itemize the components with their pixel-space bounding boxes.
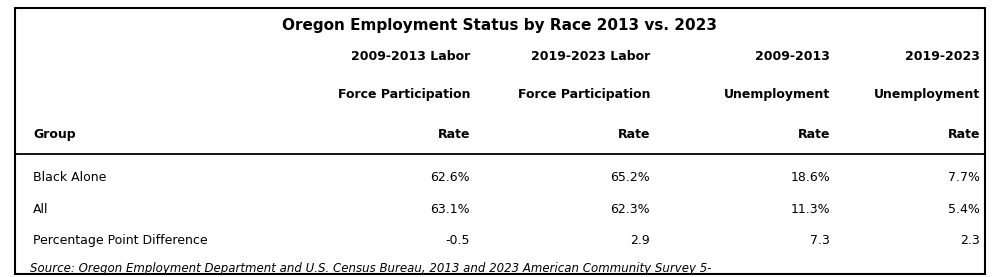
Text: 65.2%: 65.2% <box>610 171 650 184</box>
Text: 7.7%: 7.7% <box>948 171 980 184</box>
Text: Rate: Rate <box>948 128 980 141</box>
Text: 2019-2023 Labor: 2019-2023 Labor <box>531 50 650 63</box>
Text: -0.5: -0.5 <box>446 235 470 247</box>
Text: 11.3%: 11.3% <box>790 203 830 216</box>
Text: Rate: Rate <box>798 128 830 141</box>
Text: 63.1%: 63.1% <box>430 203 470 216</box>
Text: Source: Oregon Employment Department and U.S. Census Bureau, 2013 and 2023 Ameri: Source: Oregon Employment Department and… <box>30 262 712 275</box>
Text: 2.3: 2.3 <box>960 235 980 247</box>
Text: 2.9: 2.9 <box>630 235 650 247</box>
Text: 7.3: 7.3 <box>810 235 830 247</box>
Text: Rate: Rate <box>618 128 650 141</box>
Text: Black Alone: Black Alone <box>33 171 106 184</box>
Text: 5.4%: 5.4% <box>948 203 980 216</box>
Text: 18.6%: 18.6% <box>790 171 830 184</box>
Text: 62.3%: 62.3% <box>610 203 650 216</box>
Text: Unemployment: Unemployment <box>724 88 830 101</box>
Text: 2019-2023: 2019-2023 <box>905 50 980 63</box>
Text: 2009-2013 Labor: 2009-2013 Labor <box>351 50 470 63</box>
Text: 2009-2013: 2009-2013 <box>755 50 830 63</box>
Text: Force Participation: Force Participation <box>518 88 650 101</box>
Text: All: All <box>33 203 48 216</box>
Text: Percentage Point Difference: Percentage Point Difference <box>33 235 208 247</box>
Text: 62.6%: 62.6% <box>430 171 470 184</box>
Text: Oregon Employment Status by Race 2013 vs. 2023: Oregon Employment Status by Race 2013 vs… <box>283 18 718 33</box>
Text: Rate: Rate <box>438 128 470 141</box>
Text: Unemployment: Unemployment <box>874 88 980 101</box>
Text: Group: Group <box>33 128 76 141</box>
Text: Force Participation: Force Participation <box>338 88 470 101</box>
